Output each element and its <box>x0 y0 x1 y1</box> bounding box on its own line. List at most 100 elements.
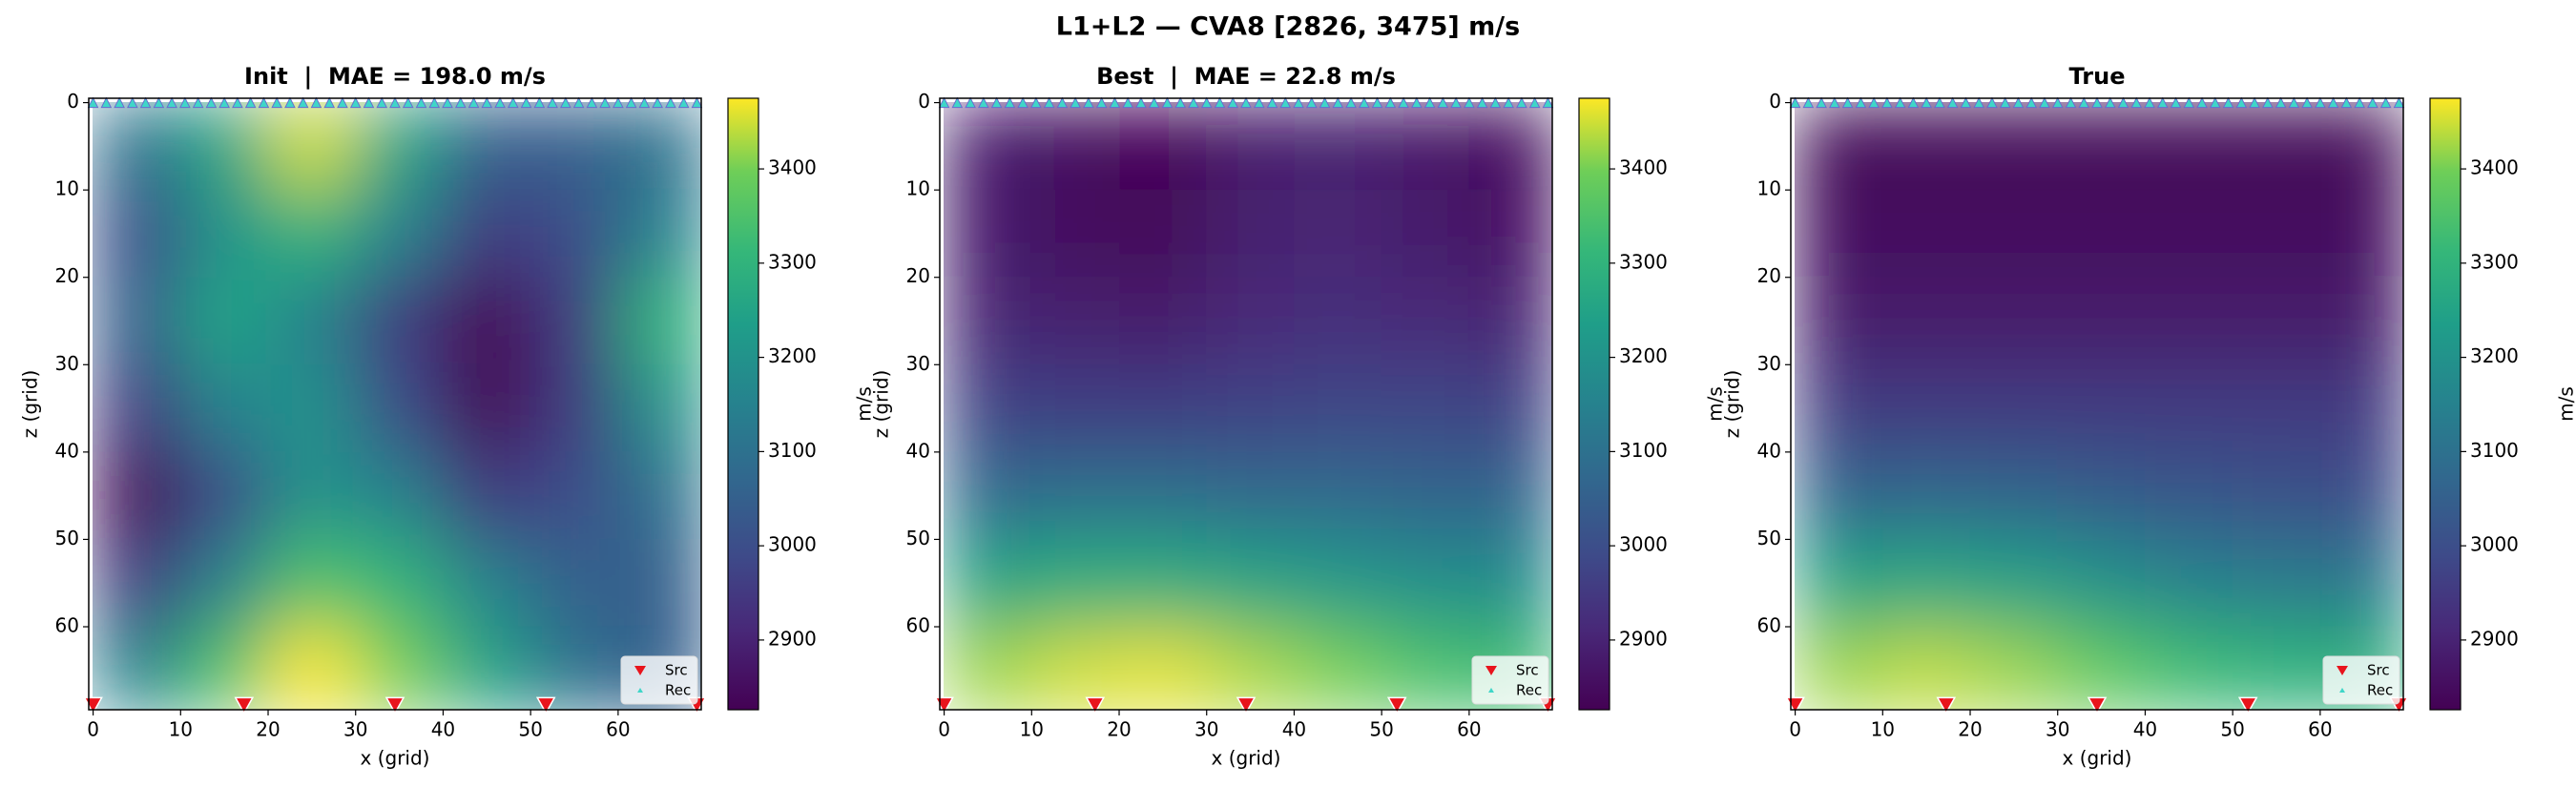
receiver <box>1411 96 1423 109</box>
receiver <box>2210 96 2221 109</box>
x-tick-label: 30 <box>343 718 367 741</box>
heatmap-cell <box>944 451 1032 540</box>
receiver <box>402 96 414 109</box>
colorbar-tick-label: 3300 <box>1619 250 1668 273</box>
legend-receiver-marker <box>2339 688 2345 693</box>
receiver <box>938 96 950 109</box>
receiver <box>1200 96 1213 109</box>
y-tick-label: 50 <box>1757 527 1781 549</box>
heatmap-cell <box>442 538 531 628</box>
heatmap-cells <box>93 102 701 710</box>
receiver <box>1946 96 1959 109</box>
heatmap-cell <box>93 538 181 628</box>
heatmap-cell <box>944 626 1032 710</box>
y-tick-label: 30 <box>1757 352 1781 375</box>
heatmap-cell <box>1381 363 1470 453</box>
heatmap-cell <box>1206 189 1295 279</box>
receiver <box>2315 96 2326 109</box>
receiver <box>1934 96 1945 109</box>
receiver <box>2367 96 2379 109</box>
heatmap-cell <box>355 538 444 628</box>
heatmap-cell <box>2319 451 2403 540</box>
receiver <box>454 96 467 109</box>
receiver <box>1332 96 1344 109</box>
receiver <box>442 96 453 109</box>
heatmap-cell <box>944 277 1032 365</box>
receiver <box>1894 96 1906 109</box>
receiver <box>428 96 441 109</box>
heatmap-cell <box>1881 451 1971 540</box>
heatmap-cell <box>1293 451 1382 540</box>
heatmap-cell <box>1118 363 1208 453</box>
heatmap-cell <box>1030 277 1120 365</box>
receiver <box>389 96 401 109</box>
heatmap-cell <box>1118 626 1208 710</box>
heatmap-cell <box>1381 277 1470 365</box>
receiver <box>310 96 322 109</box>
y-tick-label: 60 <box>906 614 930 637</box>
receiver <box>337 96 348 109</box>
heatmap-cell <box>617 451 701 540</box>
heatmap-cells <box>944 102 1552 710</box>
receiver <box>1266 96 1278 109</box>
receiver <box>1528 96 1541 109</box>
colorbar-tick-label: 3000 <box>2470 533 2519 556</box>
y-tick-label: 40 <box>1757 439 1781 462</box>
receiver <box>1174 96 1187 109</box>
receiver <box>2104 96 2116 109</box>
y-tick-label: 30 <box>55 352 79 375</box>
colorbar-label: m/s <box>853 386 876 422</box>
receiver <box>1253 96 1265 109</box>
x-tick-label: 50 <box>2220 718 2244 741</box>
receiver <box>2130 96 2143 109</box>
heatmap-cell <box>2057 189 2146 279</box>
receiver <box>481 96 493 109</box>
receiver <box>2051 96 2064 109</box>
heatmap-cell <box>2319 277 2403 365</box>
receiver <box>1986 96 1998 109</box>
heatmap-cell <box>1293 626 1382 710</box>
receiver <box>2117 96 2129 109</box>
colorbar-tick-label: 2900 <box>1619 627 1668 650</box>
source <box>1085 696 1106 715</box>
heatmap-cell <box>442 277 531 365</box>
receiver <box>1789 96 1801 109</box>
receiver <box>1960 96 1972 109</box>
legend-receiver-marker <box>637 688 643 693</box>
y-axis-label: z (grid) <box>1721 370 1744 439</box>
receiver <box>1437 96 1449 109</box>
receiver <box>166 96 177 109</box>
heatmap-cell <box>1795 277 1883 365</box>
heatmap-cell <box>617 277 701 365</box>
heatmap-cell <box>2319 363 2403 453</box>
receiver <box>1921 96 1932 109</box>
heatmap-cell <box>530 189 619 279</box>
receiver <box>1240 96 1252 109</box>
colorbar-tick-label: 3400 <box>2470 156 2519 179</box>
receiver <box>179 96 191 109</box>
heatmap-cell <box>1969 538 2059 628</box>
heatmap-cell <box>1206 102 1295 191</box>
receiver <box>1881 96 1893 109</box>
heatmap-cell <box>1468 363 1552 453</box>
colorbar-tick-label: 3200 <box>768 344 817 367</box>
receiver <box>2222 96 2234 109</box>
heatmap-cell <box>1969 189 2059 279</box>
receiver <box>2249 96 2260 109</box>
plot-frame <box>939 97 1553 711</box>
heatmap-cell <box>355 451 444 540</box>
x-tick-label: 60 <box>1457 718 1481 741</box>
receiver <box>376 96 388 109</box>
heatmap-cell <box>944 363 1032 453</box>
receiver <box>1109 96 1121 109</box>
heatmap-cell <box>2232 102 2321 191</box>
receiver <box>2340 96 2353 109</box>
heatmap-cell <box>2319 189 2403 279</box>
y-tick-label: 20 <box>1757 264 1781 287</box>
heatmap-cell <box>2057 626 2146 710</box>
legend-receiver-marker <box>1488 688 1494 693</box>
heatmap-cell <box>442 102 531 191</box>
receiver <box>232 96 243 109</box>
receiver <box>494 96 506 109</box>
x-tick-label: 20 <box>1958 718 1982 741</box>
